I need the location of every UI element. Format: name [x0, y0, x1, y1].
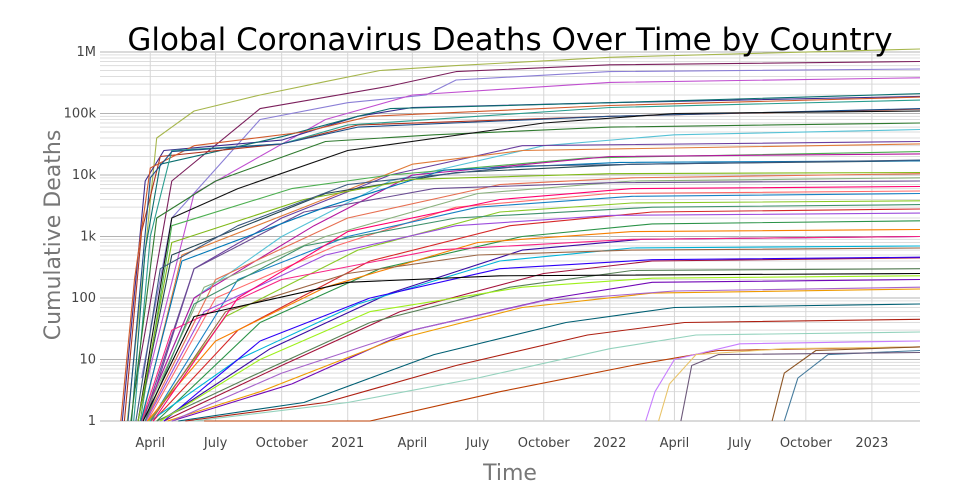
series-line [185, 318, 921, 422]
series-line [141, 153, 921, 422]
series-line [658, 346, 921, 422]
series-line [645, 340, 921, 422]
series-line [137, 110, 921, 422]
x-tick-label: 2023 [855, 436, 888, 451]
series-line [167, 288, 921, 422]
grid-layer [100, 51, 920, 422]
series-line [150, 247, 921, 422]
series-line [144, 204, 921, 422]
series-line [130, 122, 921, 422]
y-tick-label: 100k [64, 107, 97, 122]
series-line [139, 151, 921, 422]
series-line [146, 190, 921, 422]
series-line [194, 331, 921, 422]
series-line [140, 160, 921, 422]
series-line [771, 346, 921, 422]
x-tick-label: October [518, 436, 571, 451]
axis-layer: 1 10 100 1k 10k 100k 1M April July October 2021 Apr… [64, 45, 889, 451]
y-tick-label: 100 [71, 291, 96, 306]
series-line [126, 48, 921, 422]
series-line [160, 275, 921, 422]
series-line [131, 93, 921, 422]
x-tick-label: 2022 [593, 436, 626, 451]
x-tick-label: October [256, 436, 309, 451]
x-tick-label: 2021 [331, 436, 364, 451]
y-tick-label: 1M [77, 45, 97, 60]
series-line [146, 228, 921, 422]
series-line [137, 171, 921, 422]
series-line [783, 349, 921, 422]
series-line [145, 212, 921, 422]
series-line [123, 108, 921, 422]
series-line [141, 235, 921, 422]
y-tick-label: 1 [88, 414, 96, 429]
x-tick-label: April [135, 436, 165, 451]
series-line [152, 185, 921, 422]
x-tick-label: April [397, 436, 427, 451]
x-axis-title: Time [482, 461, 537, 486]
series-line [141, 77, 921, 403]
series-line [680, 351, 921, 422]
series-line [148, 200, 921, 422]
series-line [133, 60, 921, 392]
chart-title: Global Coronavirus Deaths Over Time by C… [127, 22, 892, 58]
x-tick-label: July [465, 436, 490, 451]
series-line [163, 256, 921, 422]
series-line [141, 68, 921, 379]
series-line [141, 143, 921, 422]
series-line [120, 96, 921, 422]
y-tick-label: 1k [80, 230, 96, 245]
series-line [163, 257, 921, 422]
series-line [204, 346, 921, 422]
series-line [152, 208, 921, 422]
series-line [178, 303, 921, 422]
x-tick-label: July [727, 436, 752, 451]
x-tick-label: April [660, 436, 690, 451]
series-line [144, 173, 921, 422]
x-tick-label: October [780, 436, 833, 451]
series-line [149, 245, 921, 422]
y-tick-label: 10 [79, 353, 96, 368]
series-layer [120, 48, 921, 422]
series-line [127, 108, 921, 422]
x-tick-label: July [203, 436, 228, 451]
y-tick-label: 10k [72, 168, 97, 183]
series-line [135, 159, 921, 422]
series-line [171, 286, 921, 422]
series-line [142, 272, 921, 422]
series-line [141, 177, 921, 422]
series-line [142, 180, 921, 422]
series-line [156, 220, 921, 422]
series-line [156, 268, 921, 422]
y-axis-title: Cumulative Deaths [41, 130, 66, 341]
